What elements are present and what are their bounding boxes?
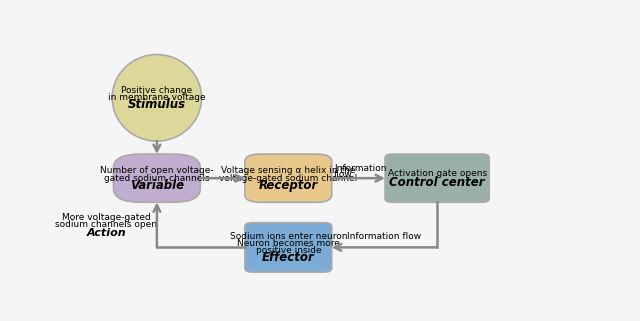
Text: positive inside: positive inside [255, 246, 321, 255]
Text: Sodium ions enter neuron: Sodium ions enter neuron [230, 232, 347, 241]
Text: Voltage sensing α helix in the: Voltage sensing α helix in the [221, 166, 356, 175]
Ellipse shape [112, 55, 202, 141]
Text: flow: flow [334, 170, 353, 179]
Text: More voltage-gated: More voltage-gated [61, 213, 150, 222]
Text: Effector: Effector [262, 251, 315, 264]
Text: Positive change: Positive change [121, 86, 193, 95]
Text: sodium channels open: sodium channels open [55, 220, 157, 229]
Text: voltage-gated sodium channel: voltage-gated sodium channel [219, 174, 358, 183]
Text: Activation gate opens: Activation gate opens [388, 169, 486, 178]
Text: Action: Action [86, 229, 126, 239]
Text: Information: Information [334, 164, 387, 173]
Text: Control center: Control center [389, 176, 485, 189]
Text: Neuron becomes more: Neuron becomes more [237, 239, 340, 248]
FancyBboxPatch shape [385, 154, 489, 202]
Text: Receptor: Receptor [259, 179, 318, 192]
Text: in membrane voltage: in membrane voltage [108, 93, 205, 102]
FancyBboxPatch shape [113, 154, 200, 202]
Text: Stimulus: Stimulus [128, 98, 186, 111]
FancyBboxPatch shape [245, 154, 332, 202]
Text: Information flow: Information flow [348, 232, 422, 241]
Text: Number of open voltage-: Number of open voltage- [100, 166, 214, 175]
Text: gated sodium channels: gated sodium channels [104, 174, 210, 183]
FancyBboxPatch shape [245, 223, 332, 272]
Text: Variable: Variable [130, 179, 184, 192]
